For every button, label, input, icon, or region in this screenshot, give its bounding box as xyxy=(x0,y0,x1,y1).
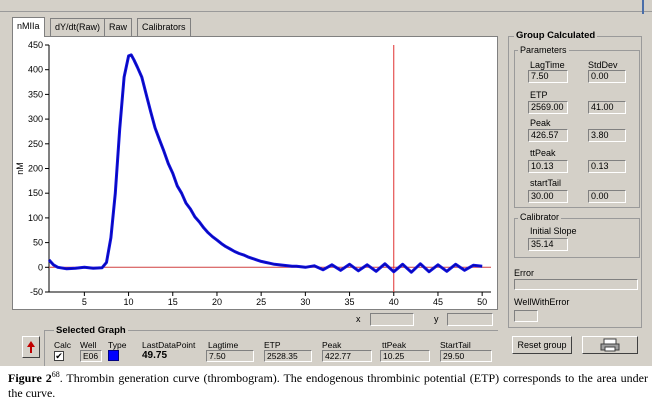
initial-slope-value: 35.14 xyxy=(528,238,568,251)
col-ttpeak: ttPeak xyxy=(382,340,407,350)
calibrator-groupbox xyxy=(514,218,640,258)
y-tick-label: 50 xyxy=(33,238,43,248)
lagtime-value: 7.50 xyxy=(528,70,568,83)
x-tick-label: 50 xyxy=(477,297,487,307)
x-tick-label: 25 xyxy=(256,297,266,307)
col-calc: Calc xyxy=(54,340,72,350)
peak-value: 426.57 xyxy=(528,129,568,142)
plot-panel[interactable]: -50 0 50 100 150 200 250 300 350 400 450 5 10 15 20 25 3… xyxy=(12,36,498,310)
well-with-error-label: WellWithError xyxy=(514,297,570,307)
ttpeak-stddev: 0.13 xyxy=(588,160,626,173)
thrombogram-chart[interactable]: -50 0 50 100 150 200 250 300 350 400 450 5 10 15 20 25 3… xyxy=(13,37,499,311)
move-up-button[interactable] xyxy=(22,336,40,358)
y-tick-label: 400 xyxy=(28,65,43,75)
etp-label: ETP xyxy=(530,90,548,100)
etp-cell: 2528.35 xyxy=(264,350,312,362)
thrombinoscope-window: nMIIa dY/dt(Raw) Raw Calibrators -50 0 50 1… xyxy=(0,0,652,366)
tab-calibrators[interactable]: Calibrators xyxy=(137,18,191,36)
x-tick-label: 30 xyxy=(300,297,310,307)
ttpeak-label: ttPeak xyxy=(530,148,556,158)
well-with-error-field xyxy=(514,310,538,322)
well-value: E06 xyxy=(80,350,102,362)
tab-nmiia[interactable]: nMIIa xyxy=(12,17,45,37)
lagtime-label: LagTime xyxy=(530,60,565,70)
peak-label: Peak xyxy=(530,118,551,128)
selected-graph-title: Selected Graph xyxy=(54,325,128,336)
x-tick-label: 45 xyxy=(433,297,443,307)
col-etp: ETP xyxy=(264,340,281,350)
error-field xyxy=(514,279,638,290)
col-type: Type xyxy=(108,340,127,350)
caption-text: . Thrombin generation curve (thrombogram… xyxy=(8,371,648,400)
col-lagtime: Lagtime xyxy=(208,340,239,350)
x-tick-label: 40 xyxy=(389,297,399,307)
type-color-swatch[interactable] xyxy=(108,350,119,361)
y-axis-label: nM xyxy=(15,162,25,175)
col-peak: Peak xyxy=(322,340,342,350)
y-tick-label: 450 xyxy=(28,40,43,50)
starttail-value: 30.00 xyxy=(528,190,568,203)
caption-label: Figure 2 xyxy=(8,371,52,385)
x-readout-label: x xyxy=(356,314,361,324)
y-tick-label: -50 xyxy=(30,287,43,297)
initial-slope-label: Initial Slope xyxy=(530,226,577,236)
y-tick-label: 300 xyxy=(28,114,43,124)
caption-ref: 68 xyxy=(51,370,60,379)
arrow-up-stem xyxy=(30,347,32,353)
parameters-groupbox xyxy=(514,50,640,208)
window-accent-line xyxy=(642,0,644,14)
window-top-edge xyxy=(0,0,652,12)
starttail-cell: 29.50 xyxy=(440,350,492,362)
x-tick-label: 10 xyxy=(124,297,134,307)
thrombin-curve-overlay xyxy=(48,54,483,273)
y-tick-label: 250 xyxy=(28,139,43,149)
y-tick-label: 0 xyxy=(38,262,43,272)
arrow-up-icon xyxy=(27,341,35,347)
ttpeak-value: 10.13 xyxy=(528,160,568,173)
ttpeak-cell: 10.25 xyxy=(380,350,430,362)
y-tick-label: 200 xyxy=(28,164,43,174)
printer-icon xyxy=(600,338,620,352)
error-label: Error xyxy=(514,268,534,278)
reset-group-button[interactable]: Reset group xyxy=(512,336,572,354)
peak-stddev: 3.80 xyxy=(588,129,626,142)
parameters-label: Parameters xyxy=(518,45,569,55)
tab-raw[interactable]: Raw xyxy=(104,18,133,36)
y-tick-label: 150 xyxy=(28,188,43,198)
starttail-stddev: 0.00 xyxy=(588,190,626,203)
tab-dydt-raw[interactable]: dY/dt(Raw) xyxy=(50,18,106,36)
lagtime-stddev: 0.00 xyxy=(588,70,626,83)
x-tick-label: 5 xyxy=(82,297,87,307)
x-tick-label: 15 xyxy=(168,297,178,307)
col-starttail: StartTail xyxy=(440,340,471,350)
group-calculated-title: Group Calculated xyxy=(514,30,598,41)
thrombin-curve xyxy=(47,53,483,274)
caption-label-wrap: Figure 268 xyxy=(8,370,60,385)
lagtime-cell: 7.50 xyxy=(206,350,254,362)
last-data-point-value: 49.75 xyxy=(142,350,168,361)
y-tick-label: 100 xyxy=(28,213,43,223)
etp-stddev: 41.00 xyxy=(588,101,626,114)
etp-value: 2569.00 xyxy=(528,101,568,114)
peak-cell: 422.77 xyxy=(322,350,372,362)
col-well: Well xyxy=(80,340,97,350)
print-button[interactable] xyxy=(582,336,638,354)
x-readout-field xyxy=(370,313,414,326)
move-down-button[interactable] xyxy=(22,358,40,366)
selected-graph-panel xyxy=(44,330,498,366)
y-readout-field xyxy=(447,313,493,326)
col-last-data-point: LastDataPoint xyxy=(142,340,196,350)
y-readout-label: y xyxy=(434,314,439,324)
x-tick-label: 20 xyxy=(212,297,222,307)
figure-caption: Figure 268. Thrombin generation curve (t… xyxy=(8,367,648,401)
y-tick-label: 350 xyxy=(28,89,43,99)
calibrator-label: Calibrator xyxy=(518,212,562,222)
calc-checkbox[interactable]: ✔ xyxy=(54,351,64,361)
x-tick-label: 35 xyxy=(345,297,355,307)
stddev-label: StdDev xyxy=(588,60,618,70)
starttail-label: startTail xyxy=(530,178,562,188)
